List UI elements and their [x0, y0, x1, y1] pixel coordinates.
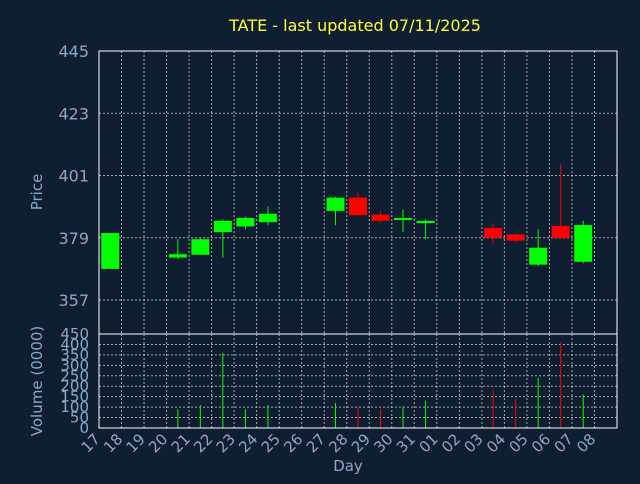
volume-bars [177, 342, 584, 428]
candle-body [371, 214, 390, 221]
price-tick-label: 379 [58, 229, 89, 248]
volume-axis-label: Volume (0000) [28, 326, 46, 436]
candle-body [416, 220, 435, 224]
candle-body [484, 227, 503, 238]
x-tick-labels: 1718192021222324252627282930310102030405… [78, 430, 600, 456]
candle-body [326, 197, 345, 211]
price-tick-labels: 357 379 401 423 445 [58, 42, 89, 310]
volume-tick-label: 100 [60, 398, 89, 416]
chart-title: TATE - last updated 07/11/2025 [228, 16, 481, 35]
candle-body [529, 247, 548, 265]
price-tick-label: 357 [58, 291, 89, 310]
volume-tick-label: 300 [60, 356, 89, 374]
volume-tick-label: 400 [60, 335, 89, 353]
candle-body [551, 225, 570, 238]
volume-tick-label: 200 [60, 377, 89, 395]
volume-tick-label: 150 [60, 388, 89, 406]
candle-body [236, 217, 255, 227]
candle-body [101, 232, 120, 269]
candle-body [213, 220, 232, 233]
candle-body [258, 213, 277, 223]
price-axis-label: Price [28, 174, 46, 211]
price-tick-label: 423 [58, 104, 89, 123]
volume-tick-label: 350 [60, 346, 89, 364]
candles [101, 164, 593, 269]
candle-body [506, 234, 525, 241]
volume-tick-label: 250 [60, 367, 89, 385]
price-tick-label: 445 [58, 42, 89, 61]
x-axis-label: Day [333, 457, 363, 475]
x-tick-label: 08 [573, 430, 599, 456]
candle-body [191, 239, 210, 255]
candle-body [394, 217, 413, 220]
candle-body [574, 225, 593, 262]
candle-body [168, 254, 187, 258]
volume-panel-frame [98, 333, 618, 429]
price-grid [99, 51, 617, 334]
volume-tick-label: 0 [79, 419, 89, 437]
price-tick-label: 401 [58, 167, 89, 186]
candle-body [349, 197, 367, 216]
volume-tick-label: 50 [70, 409, 89, 427]
volume-tick-label: 450 [60, 325, 89, 343]
